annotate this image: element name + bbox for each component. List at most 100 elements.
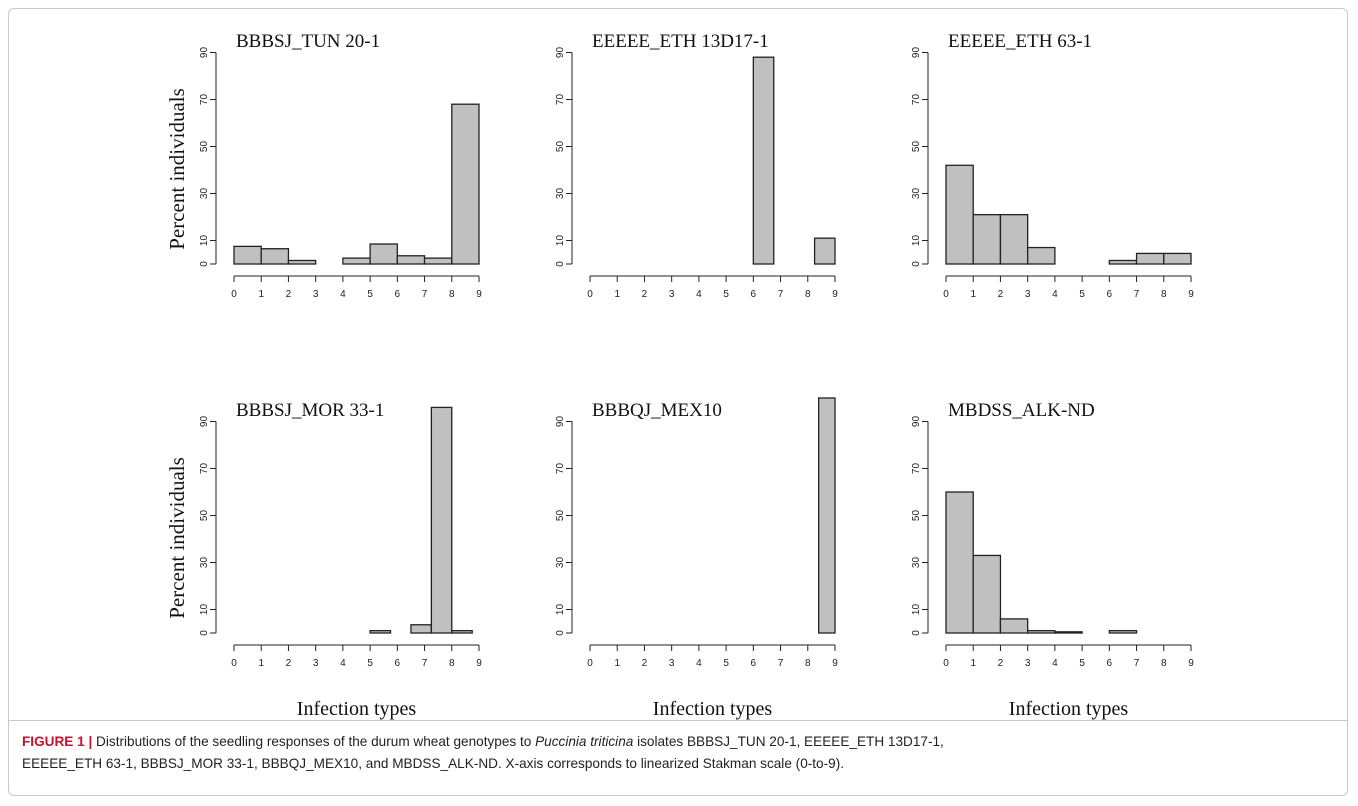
x-tick-label: 4 — [696, 289, 702, 300]
y-tick-label: 90 — [555, 47, 566, 59]
x-axis-title: Infection types — [297, 698, 417, 720]
panel-title: BBBSJ_MOR 33-1 — [236, 400, 384, 421]
y-tick-label: 10 — [555, 604, 566, 616]
x-tick-label: 7 — [422, 289, 428, 300]
panel-title: BBBSJ_TUN 20-1 — [236, 31, 380, 52]
x-tick-label: 5 — [723, 289, 729, 300]
y-tick-label: 10 — [911, 235, 922, 247]
x-tick-label: 1 — [614, 289, 620, 300]
x-tick-label: 5 — [1079, 658, 1085, 669]
histogram-bar — [1108, 259, 1138, 265]
x-tick-label: 0 — [587, 289, 593, 300]
x-tick-label: 5 — [367, 289, 373, 300]
y-tick-label: 70 — [911, 463, 922, 475]
y-tick-label: 50 — [911, 510, 922, 522]
x-tick-label: 3 — [669, 658, 675, 669]
x-tick-label: 6 — [751, 289, 757, 300]
x-tick-label: 9 — [832, 658, 838, 669]
y-tick-label: 0 — [911, 261, 922, 267]
y-tick-label: 30 — [911, 557, 922, 569]
x-axis-title: Infection types — [653, 698, 773, 720]
x-tick-label: 4 — [1052, 289, 1058, 300]
x-tick-label: 1 — [614, 658, 620, 669]
caption-divider — [8, 720, 1348, 721]
x-tick-label: 4 — [1052, 658, 1058, 669]
x-tick-label: 4 — [340, 658, 346, 669]
x-tick-label: 5 — [1079, 289, 1085, 300]
y-tick-label: 30 — [911, 188, 922, 200]
x-tick-label: 3 — [1025, 289, 1031, 300]
x-tick-label: 3 — [669, 289, 675, 300]
histogram-bar — [1108, 630, 1138, 634]
x-tick-label: 8 — [805, 289, 811, 300]
y-tick-label: 70 — [911, 94, 922, 106]
y-tick-label: 70 — [555, 94, 566, 106]
y-tick-label: 90 — [911, 416, 922, 428]
x-tick-label: 0 — [231, 289, 237, 300]
caption-species: Puccinia triticina — [535, 734, 634, 749]
y-tick-label: 90 — [911, 47, 922, 59]
x-tick-label: 8 — [805, 658, 811, 669]
x-tick-label: 8 — [449, 658, 455, 669]
y-tick-label: 10 — [555, 235, 566, 247]
y-tick-label: 70 — [555, 463, 566, 475]
histogram-bar — [972, 554, 1002, 634]
x-tick-label: 5 — [367, 658, 373, 669]
histogram-bar — [945, 491, 974, 634]
y-tick-label: 50 — [199, 141, 210, 153]
x-tick-label: 2 — [642, 658, 648, 669]
panel-title: EEEEE_ETH 13D17-1 — [592, 31, 769, 52]
x-tick-label: 7 — [778, 658, 784, 669]
y-tick-label: 30 — [199, 557, 210, 569]
panel-title: MBDSS_ALK-ND — [948, 400, 1095, 421]
figure-frame — [8, 8, 1348, 796]
x-tick-label: 4 — [696, 658, 702, 669]
caption-text-1: Distributions of the seedling responses … — [92, 734, 536, 749]
x-tick-label: 5 — [723, 658, 729, 669]
x-tick-label: 4 — [340, 289, 346, 300]
x-tick-label: 8 — [1161, 289, 1167, 300]
panel-title: EEEEE_ETH 63-1 — [948, 31, 1092, 52]
y-tick-label: 0 — [555, 630, 566, 636]
histogram-bar — [342, 257, 371, 265]
caption-label: FIGURE 1 | — [22, 734, 93, 749]
y-tick-label: 0 — [555, 261, 566, 267]
histogram-bar — [945, 164, 974, 265]
x-tick-label: 0 — [943, 658, 949, 669]
histogram-bar — [1054, 631, 1083, 634]
y-tick-label: 30 — [199, 188, 210, 200]
histogram-bar — [451, 630, 473, 634]
histogram-bar — [287, 259, 317, 265]
y-tick-label: 50 — [555, 510, 566, 522]
x-tick-label: 7 — [422, 658, 428, 669]
x-tick-label: 9 — [1188, 658, 1194, 669]
histogram-bar — [369, 630, 392, 634]
y-tick-label: 10 — [199, 235, 210, 247]
x-tick-label: 7 — [1134, 289, 1140, 300]
histogram-bar — [233, 245, 262, 265]
x-tick-label: 7 — [1134, 658, 1140, 669]
histogram-bar — [1163, 252, 1192, 265]
histogram-bar — [451, 103, 480, 265]
x-tick-label: 2 — [998, 289, 1004, 300]
x-tick-label: 7 — [778, 289, 784, 300]
x-tick-label: 8 — [1161, 658, 1167, 669]
histogram-bar — [423, 257, 453, 265]
y-tick-label: 10 — [911, 604, 922, 616]
histogram-bar — [1027, 246, 1056, 265]
x-tick-label: 2 — [998, 658, 1004, 669]
histogram-bar — [369, 243, 398, 265]
histogram-bar — [396, 255, 426, 265]
histogram-bar — [410, 624, 433, 634]
histogram-bar — [999, 213, 1029, 265]
x-tick-label: 9 — [476, 658, 482, 669]
x-tick-label: 1 — [970, 289, 976, 300]
x-tick-label: 3 — [313, 289, 319, 300]
x-tick-label: 6 — [1107, 289, 1113, 300]
x-tick-label: 0 — [943, 289, 949, 300]
y-tick-label: 30 — [555, 557, 566, 569]
x-axis-title: Infection types — [1009, 698, 1129, 720]
x-tick-label: 2 — [642, 289, 648, 300]
y-tick-label: 0 — [911, 630, 922, 636]
